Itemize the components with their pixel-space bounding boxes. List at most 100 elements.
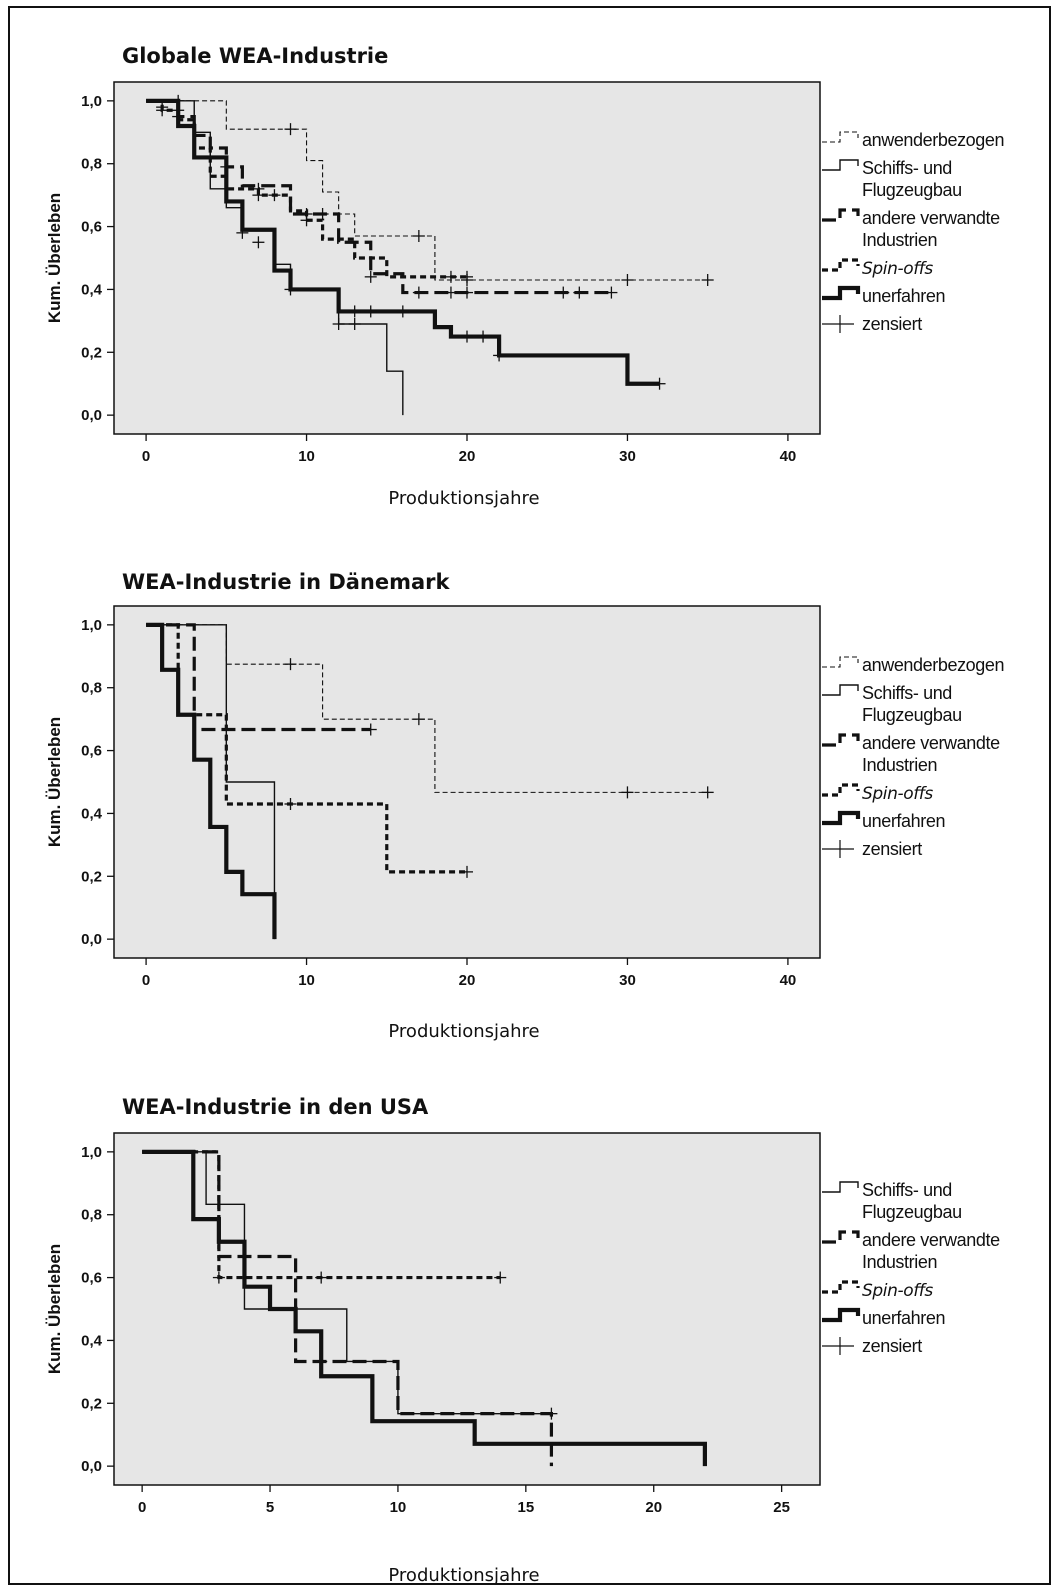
y-tick-label: 0,8 <box>81 1207 102 1224</box>
x-tick-label: 10 <box>390 1499 407 1516</box>
y-tick-label: 1,0 <box>81 617 102 634</box>
series-line-unerfahren <box>142 1149 707 1467</box>
chart-title: WEA-Industrie in Dänemark <box>122 570 451 594</box>
x-axis-label: Produktionsjahre <box>388 1565 539 1586</box>
x-axis-label: Produktionsjahre <box>388 488 539 509</box>
series-line-spinoffs <box>146 623 467 874</box>
legend-line-icon <box>822 656 859 668</box>
legend-item-spinoffs: Spin-offs <box>822 258 934 279</box>
series-line-spinoffs <box>146 99 467 279</box>
legend-label: Spin-offs <box>862 784 933 804</box>
legend-item-anwenderbezogen: anwenderbezogen <box>822 655 1005 675</box>
y-tick-label: 0,2 <box>81 868 102 885</box>
legend-line-icon <box>822 810 861 826</box>
legend-line-icon <box>822 1307 861 1323</box>
x-tick-label: 25 <box>773 1499 790 1516</box>
legend-label: Schiffs- und <box>862 683 952 703</box>
x-tick-label: 10 <box>298 448 315 465</box>
legend-label: Schiffs- und <box>862 158 952 178</box>
x-tick-label: 40 <box>780 448 797 465</box>
x-tick-label: 40 <box>780 972 797 989</box>
legend-label: zensiert <box>862 1336 922 1356</box>
y-tick-label: 0,0 <box>81 931 102 948</box>
y-tick-label: 0,4 <box>81 805 103 822</box>
legend-item-anwenderbezogen: anwenderbezogen <box>822 130 1005 150</box>
legend-label: Spin-offs <box>862 1281 933 1301</box>
legend-item-spinoffs: Spin-offs <box>822 783 934 804</box>
x-tick-label: 0 <box>142 448 150 465</box>
legend-line-icon <box>822 1280 860 1294</box>
legend-label: Industrien <box>862 755 937 775</box>
legend-label: Spin-offs <box>862 259 933 279</box>
y-tick-label: 0,2 <box>81 1395 102 1412</box>
x-tick-label: 20 <box>459 972 476 989</box>
legend-label: andere verwandte <box>862 733 1000 753</box>
legend-label: zensiert <box>862 314 922 334</box>
legend-label: Schiffs- und <box>862 1180 952 1200</box>
chart-title: Globale WEA-Industrie <box>122 44 388 68</box>
x-tick-label: 0 <box>142 972 150 989</box>
y-tick-label: 0,2 <box>81 344 102 361</box>
chart-1: Globale WEA-Industrie 0,0 0,2 0,4 0,6 0,8 1,0 0… <box>45 44 1005 509</box>
y-tick-label: 0,0 <box>81 407 102 424</box>
y-axis-label: Kum. Überleben <box>45 717 64 847</box>
legend-line-icon <box>822 258 860 272</box>
x-tick-label: 10 <box>298 972 315 989</box>
y-tick-label: 1,0 <box>81 93 102 110</box>
chart-title: WEA-Industrie in den USA <box>122 1095 429 1119</box>
legend-line-icon <box>822 1181 859 1193</box>
legend-label: andere verwandte <box>862 1230 1000 1250</box>
series-line-unerfahren <box>146 622 277 940</box>
x-tick-label: 5 <box>266 1499 274 1516</box>
plot-area <box>113 81 821 435</box>
legend-item-unerfahren: unerfahren <box>822 1307 945 1328</box>
x-tick-label: 30 <box>619 448 636 465</box>
legend-label: unerfahren <box>862 1308 945 1328</box>
legend-label: Industrien <box>862 1252 937 1272</box>
x-tick-label: 15 <box>517 1499 534 1516</box>
legend-label: Flugzeugbau <box>862 705 962 725</box>
y-tick-label: 0,6 <box>81 219 102 236</box>
x-tick-label: 30 <box>619 972 636 989</box>
y-tick-label: 0,4 <box>81 1332 103 1349</box>
chart-3: WEA-Industrie in den USA 0,0 0,2 0,4 0,6 0,8 1… <box>45 1095 1000 1586</box>
legend-item-unerfahren: unerfahren <box>822 810 945 831</box>
plot-area <box>113 1132 821 1486</box>
legend-line-icon <box>822 684 859 696</box>
legend-label: unerfahren <box>862 811 945 831</box>
legend-item-unerfahren: unerfahren <box>822 285 945 306</box>
legend-line-icon <box>822 131 859 143</box>
legend-line-icon <box>822 1230 860 1244</box>
y-tick-label: 0,8 <box>81 156 102 173</box>
legend-label: Flugzeugbau <box>862 1202 962 1222</box>
y-tick-label: 0,8 <box>81 680 102 697</box>
series-line-anwenderbezogen <box>146 624 708 793</box>
series-line-spinoffs <box>142 1150 501 1280</box>
legend-line-icon <box>822 733 860 747</box>
y-tick-label: 1,0 <box>81 1144 102 1161</box>
legend-label: andere verwandte <box>862 208 1000 228</box>
legend-line-icon <box>822 208 860 222</box>
y-tick-label: 0,6 <box>81 743 102 760</box>
x-axis-label: Produktionsjahre <box>388 1021 539 1042</box>
x-tick-label: 20 <box>459 448 476 465</box>
legend-line-icon <box>822 783 860 797</box>
legend-item-spinoffs: Spin-offs <box>822 1280 934 1301</box>
y-tick-label: 0,6 <box>81 1270 102 1287</box>
x-tick-label: 0 <box>138 1499 146 1516</box>
y-tick-label: 0,4 <box>81 281 103 298</box>
legend-item-zensiert: zensiert <box>822 839 923 859</box>
chart-2: WEA-Industrie in Dänemark 0,0 0,2 0,4 0,6 0,8… <box>45 570 1005 1042</box>
legend-label: unerfahren <box>862 286 945 306</box>
legend-label: anwenderbezogen <box>862 130 1004 150</box>
legend-label: Industrien <box>862 230 937 250</box>
y-tick-label: 0,0 <box>81 1458 102 1475</box>
legend-line-icon <box>822 159 859 171</box>
